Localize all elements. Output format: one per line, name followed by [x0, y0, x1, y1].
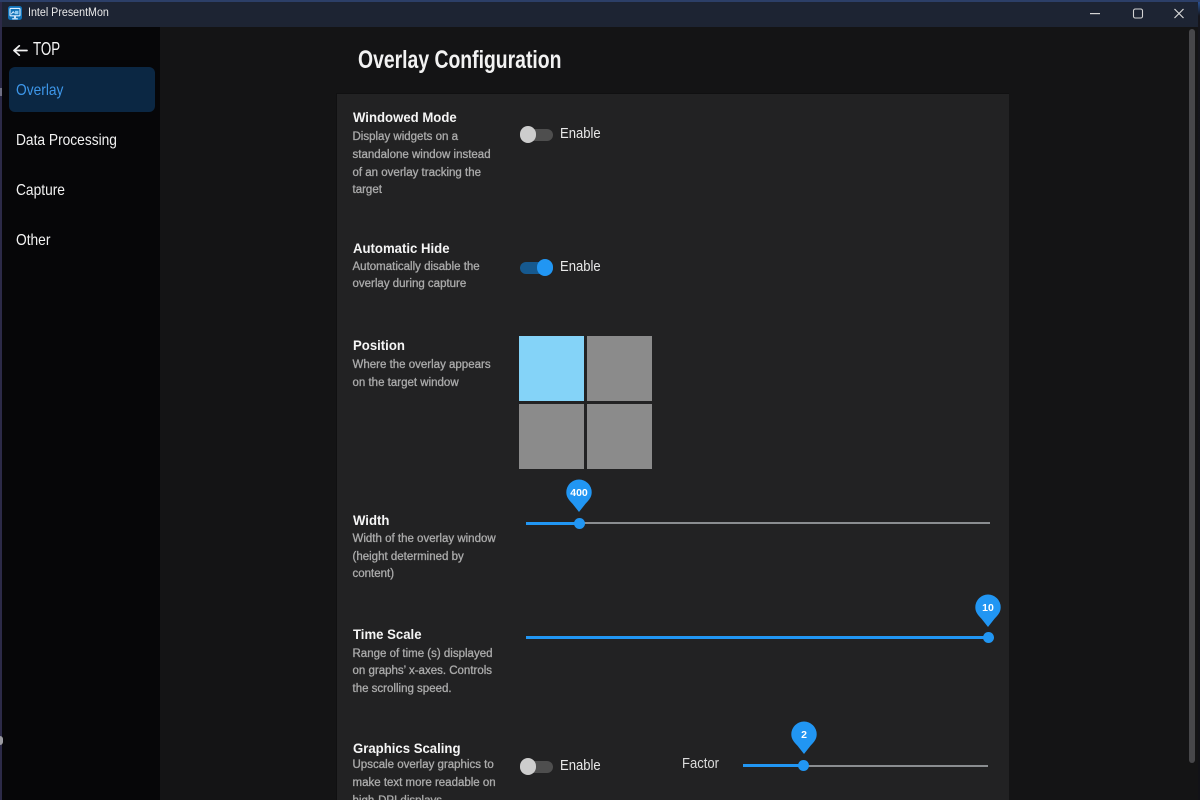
svg-text:10: 10: [982, 602, 994, 614]
svg-text:400: 400: [570, 487, 588, 499]
svg-text:2: 2: [801, 729, 807, 741]
